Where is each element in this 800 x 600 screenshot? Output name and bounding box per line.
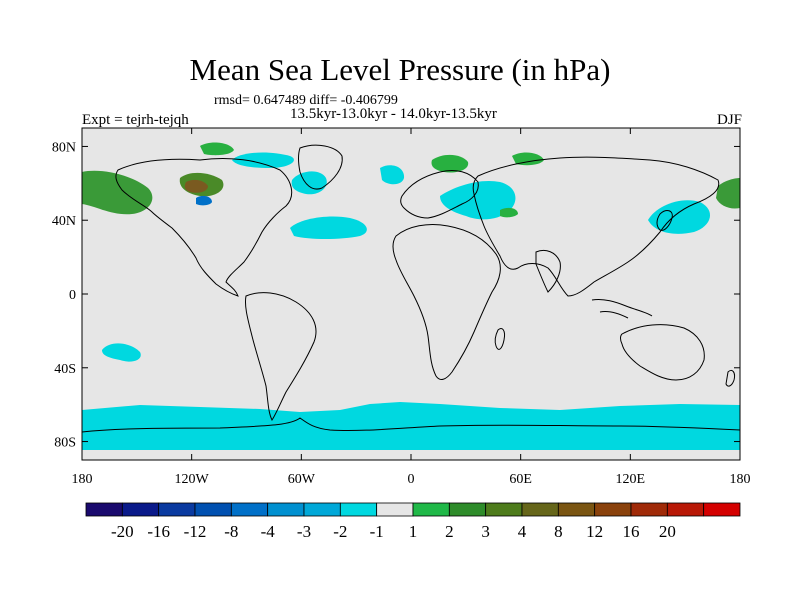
colorbar-swatch	[594, 502, 632, 517]
lat-tick-label: 80N	[52, 140, 76, 155]
colorbar-swatch	[158, 502, 196, 517]
lon-tick-label: 180	[72, 472, 93, 487]
lat-tick-label: 80S	[54, 436, 76, 451]
south-pacific-negative-anomaly	[102, 343, 141, 362]
north-pacific-negative-anomaly	[648, 200, 711, 234]
colorbar-label: 3	[481, 522, 490, 541]
colorbar-label: -1	[370, 522, 384, 541]
southern-ocean-negative-anomaly	[82, 402, 740, 450]
lon-tick-label: 60W	[288, 472, 316, 487]
baffin-negative-anomaly	[380, 165, 405, 185]
colorbar-swatch	[303, 502, 341, 517]
colorbar-label: -2	[333, 522, 347, 541]
colorbar-label: 2	[445, 522, 454, 541]
asia-coast	[472, 156, 720, 297]
india-coast	[535, 249, 561, 293]
colorbar-swatch	[521, 502, 559, 517]
colorbar-swatch	[339, 502, 378, 517]
lon-tick-label: 180	[730, 472, 751, 487]
map-title: Mean Sea Level Pressure (in hPa)	[189, 52, 611, 87]
longitude-axis: 180 120W 60W 0 60E 120E 180	[72, 128, 751, 487]
anomaly-patches	[82, 142, 740, 450]
north-atlantic-negative-anomaly	[290, 216, 367, 239]
colorbar-label: -12	[184, 522, 207, 541]
colorbar-swatch	[703, 502, 741, 517]
colorbar-swatch	[666, 502, 705, 517]
antarctica-coast	[81, 417, 741, 433]
north-america-coast	[115, 158, 293, 297]
colorbar-swatch	[376, 502, 414, 517]
colorbar-label: 1	[409, 522, 418, 541]
indonesia-coast	[591, 299, 653, 319]
lon-tick-label: 120E	[616, 472, 646, 487]
lon-tick-label: 120W	[175, 472, 210, 487]
colorbar-swatch	[230, 502, 269, 517]
arctic-positive-anomaly	[200, 142, 234, 156]
colorbar-label: 8	[554, 522, 563, 541]
scandinavia-positive-anomaly	[431, 154, 469, 173]
season-label: DJF	[716, 112, 742, 128]
new-zealand-coast	[725, 369, 735, 387]
colorbar-label: 12	[586, 522, 603, 541]
madagascar-coast	[494, 327, 505, 350]
colorbar-swatch	[121, 502, 160, 517]
colorbar-label: -16	[147, 522, 170, 541]
europe-negative-anomaly	[440, 180, 516, 220]
period-subtitle: 13.5kyr-13.0kyr - 14.0kyr-13.5kyr	[290, 106, 497, 122]
south-america-coast	[245, 292, 317, 421]
colorbar-swatch	[194, 502, 232, 517]
colorbar-label: 20	[659, 522, 676, 541]
lon-tick-label: 60E	[509, 472, 532, 487]
colorbar: -20 -16 -12 -8 -4 -3 -2 -1 1 2 3 4 8 12 16 20	[85, 502, 741, 541]
colorbar-swatch	[557, 502, 596, 517]
colorbar-label: 16	[623, 522, 640, 541]
lat-tick-label: 40N	[52, 214, 76, 229]
colorbar-label: -20	[111, 522, 134, 541]
europe-coast	[400, 169, 479, 219]
mediterranean-positive-anomaly	[500, 207, 518, 218]
colorbar-label: -4	[261, 522, 276, 541]
colorbar-swatch	[630, 502, 668, 517]
lat-tick-label: 0	[69, 288, 76, 303]
japan-coast	[656, 210, 673, 231]
experiment-label: Expt = tejrh-tejqh	[82, 112, 189, 128]
greenland-coast	[298, 144, 343, 190]
canada-strong-positive-anomaly	[184, 179, 208, 193]
lon-tick-label: 0	[408, 472, 415, 487]
alaska-positive-anomaly	[82, 170, 153, 215]
arctic-negative-anomaly	[232, 152, 294, 168]
colorbar-label: -3	[297, 522, 311, 541]
pacific-east-positive-anomaly	[716, 178, 740, 209]
siberia-positive-anomaly	[512, 152, 544, 166]
latitude-axis: 80N 40N 0 40S 80S	[52, 140, 740, 451]
colorbar-swatch	[412, 502, 450, 517]
australia-coast	[620, 324, 705, 381]
rmsd-diff-stats: rmsd= 0.647489 diff= -0.406799	[214, 93, 398, 108]
hudson-negative-anomaly	[196, 195, 212, 206]
colorbar-swatch	[267, 502, 305, 517]
colorbar-label: -8	[224, 522, 238, 541]
colorbar-swatch	[85, 502, 123, 517]
coastlines	[81, 144, 741, 433]
colorbar-swatch	[448, 502, 487, 517]
colorbar-swatch	[485, 502, 523, 517]
lat-tick-label: 40S	[54, 362, 76, 377]
africa-coast	[392, 223, 501, 380]
colorbar-label: 4	[518, 522, 527, 541]
